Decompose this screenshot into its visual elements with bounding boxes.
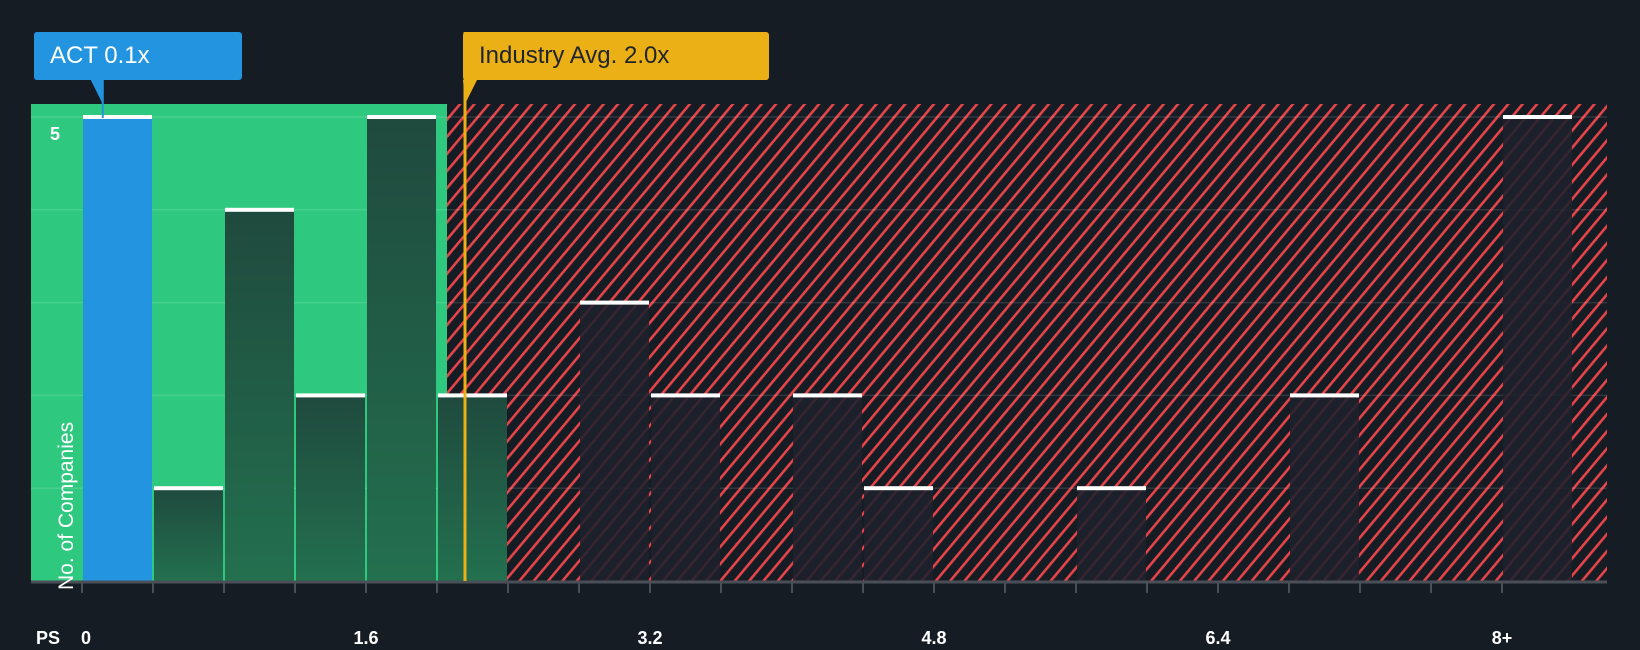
company-callout-pointer — [90, 80, 103, 104]
x-tick-label: 6.4 — [1205, 628, 1231, 648]
bar-top-cap — [793, 393, 862, 398]
histogram-bar — [864, 488, 933, 581]
x-tick-label: 4.8 — [921, 628, 947, 648]
bar-top-cap — [651, 393, 720, 398]
industry-avg-callout: Industry Avg. 2.0x — [463, 32, 769, 80]
histogram-bar — [1290, 395, 1359, 581]
y-tick-5: 5 — [50, 124, 61, 144]
company-ps-callout: ACT 0.1x — [34, 32, 242, 80]
histogram-bar — [225, 209, 294, 582]
histogram-bar — [154, 488, 223, 581]
histogram-bar — [83, 117, 152, 581]
bar-top-cap — [225, 207, 294, 212]
x-axis-prefix: PS — [36, 628, 61, 648]
bar-top-cap — [154, 486, 223, 491]
y-axis-label: No. of Companies — [55, 421, 78, 590]
bar-top-cap — [83, 115, 152, 119]
x-tick-label: 1.6 — [353, 628, 379, 648]
bar-top-cap — [1290, 393, 1359, 398]
bar-top-cap — [864, 486, 933, 491]
bar-top-cap — [367, 115, 436, 119]
bar-top-cap — [438, 393, 507, 398]
x-tick-label: 3.2 — [637, 628, 663, 648]
bar-top-cap — [1503, 115, 1572, 119]
histogram-bar — [793, 395, 862, 581]
histogram-bar — [367, 117, 436, 581]
x-tick-label: 0 — [80, 628, 92, 648]
histogram-bar — [580, 302, 649, 581]
x-tick-label: 8+ — [1491, 628, 1513, 648]
bar-top-cap — [580, 300, 649, 305]
histogram-bar — [651, 395, 720, 581]
bar-top-cap — [1077, 486, 1146, 491]
histogram-bar — [296, 395, 365, 581]
histogram-bar — [438, 395, 507, 581]
bar-top-cap — [296, 393, 365, 398]
histogram-bar — [1503, 117, 1572, 581]
histogram-bar — [1077, 488, 1146, 581]
